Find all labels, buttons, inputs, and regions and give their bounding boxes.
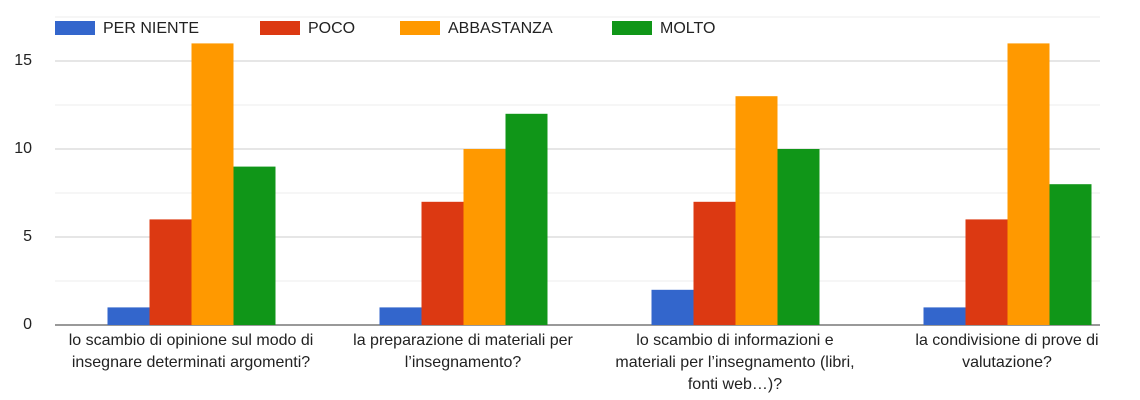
bar bbox=[107, 307, 150, 325]
x-tick-label: lo scambio di informazioni e materiali p… bbox=[615, 332, 855, 393]
legend-swatch bbox=[260, 21, 300, 35]
legend-label: MOLTO bbox=[660, 20, 715, 37]
bar bbox=[505, 113, 548, 325]
bar bbox=[1049, 184, 1092, 325]
legend-swatch bbox=[400, 21, 440, 35]
bar bbox=[421, 201, 464, 325]
bar bbox=[191, 43, 234, 326]
x-tick-label: la preparazione di materiali per l’inseg… bbox=[353, 332, 573, 371]
bar bbox=[1007, 43, 1050, 326]
bar bbox=[923, 307, 966, 325]
bar bbox=[735, 96, 778, 325]
bar bbox=[777, 149, 820, 325]
bar bbox=[463, 149, 506, 325]
legend-label: PER NIENTE bbox=[103, 20, 199, 37]
legend-swatch bbox=[55, 21, 95, 35]
bar bbox=[965, 219, 1008, 325]
y-tick-label: 5 bbox=[23, 228, 32, 245]
x-tick-label: la condivisione di prove di valutazione? bbox=[915, 332, 1099, 371]
y-tick-label: 0 bbox=[23, 316, 32, 333]
bar bbox=[233, 166, 276, 325]
y-tick-label: 10 bbox=[14, 140, 32, 157]
legend-label: POCO bbox=[308, 20, 355, 37]
bar bbox=[651, 289, 694, 325]
legend-label: ABBASTANZA bbox=[448, 20, 553, 37]
y-tick-label: 15 bbox=[14, 52, 32, 69]
legend-swatch bbox=[612, 21, 652, 35]
x-tick-label: lo scambio di opinione sul modo di inseg… bbox=[68, 332, 314, 371]
bar bbox=[379, 307, 422, 325]
bar bbox=[149, 219, 192, 325]
bar bbox=[693, 201, 736, 325]
